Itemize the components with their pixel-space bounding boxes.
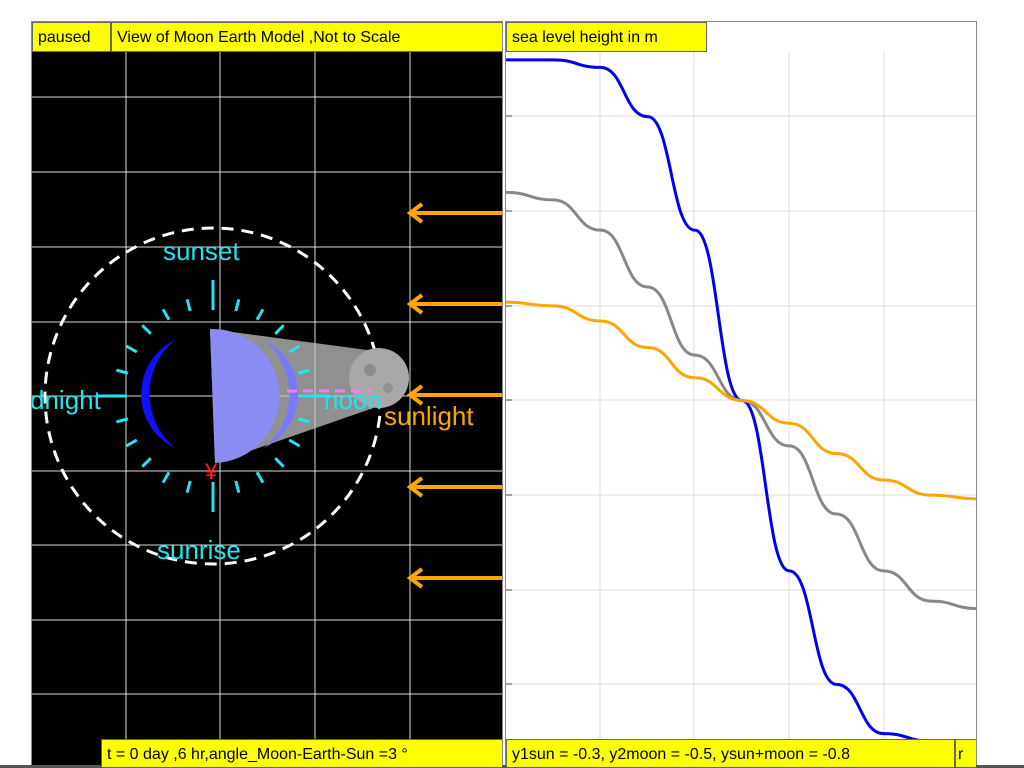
earth-day-side [210,328,280,463]
label-midnight: dnight [32,385,102,415]
hour-tick [274,324,285,335]
status-label[interactable]: paused [32,22,111,52]
sea-level-chart [506,52,976,767]
hour-tick [274,457,285,468]
hour-tick [116,417,129,424]
hour-tick [255,308,265,321]
hour-ticks [97,280,329,512]
label-sunlight: sunlight [384,401,474,431]
hour-tick [288,344,301,354]
moon[interactable] [349,348,409,408]
left-grid [32,52,502,767]
hour-tick [185,480,192,493]
earth-day-crescent [264,340,298,448]
hour-tick [185,299,192,312]
sunlight-arrowhead [406,293,424,315]
moon-earth-canvas[interactable]: ¥ sunset sunrise dnight noon sunlight [32,22,503,768]
hour-tick [234,299,241,312]
hour-tick [141,457,152,468]
moon-earth-view-panel[interactable]: ¥ sunset sunrise dnight noon sunlight pa… [31,21,503,768]
hour-tick [125,438,138,448]
label-sunset: sunset [163,236,240,266]
sunlight-arrowhead [406,476,424,498]
hour-tick [297,417,310,424]
label-noon: noon [324,385,382,415]
hour-tick [161,471,171,484]
view-title: View of Moon Earth Model ,Not to Scale [111,22,502,52]
moon-crater [383,383,393,393]
label-sunrise: sunrise [157,535,241,565]
chart-title: sea level height in m [506,22,707,52]
sea-level-chart-panel[interactable]: sea level height in m y1sun = -0.3, y2mo… [505,21,977,768]
hour-tick [234,480,241,493]
sunlight-arrowhead [406,202,424,224]
hour-tick [116,368,129,375]
moon-crater [364,364,376,376]
sunlight-arrowhead [406,567,424,589]
hour-tick [141,324,152,335]
sea-level-readout: y1sun = -0.3, y2moon = -0.5, ysun+moon =… [506,739,955,767]
hour-tick [255,471,265,484]
hour-tick [297,368,310,375]
time-angle-readout: t = 0 day ,6 hr,angle_Moon-Earth-Sun =3 … [101,739,502,767]
corner-label: r [955,739,976,767]
hour-tick [288,438,301,448]
hour-tick [161,308,171,321]
hour-tick [125,344,138,354]
observer-marker[interactable]: ¥ [204,459,218,484]
series-line-y1sun [506,300,976,501]
chart-grid [506,52,976,767]
chart-series [506,58,976,743]
sunlight-arrows [406,202,502,589]
sunlight-arrowhead [406,384,424,406]
earth-night-crescent [141,340,175,448]
